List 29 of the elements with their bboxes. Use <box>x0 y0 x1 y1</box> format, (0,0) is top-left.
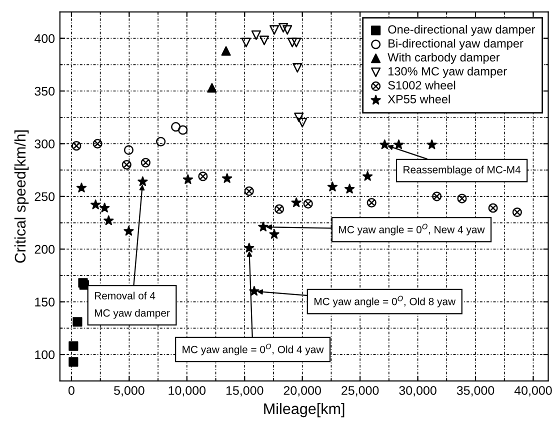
legend-label: With carbody damper <box>388 52 500 64</box>
legend-label: One-directional yaw damper <box>388 24 536 36</box>
annotation: MC yaw angle = 0$^{O}$, Old 8 yaw <box>314 296 456 308</box>
x-tick-label: 5,000 <box>114 386 144 396</box>
x-tick-label: 20,000 <box>284 386 321 396</box>
y-tick-label: 200 <box>34 244 55 254</box>
legend-label: Bi-directional yaw damper <box>388 38 524 50</box>
x-tick-label: 35,000 <box>456 386 494 396</box>
y-tick-label: 300 <box>34 140 55 148</box>
legend-label: 130% MC yaw damper <box>388 66 507 78</box>
legend-label: S1002 wheel <box>388 80 456 90</box>
y-tick-label: 100 <box>35 350 55 360</box>
x-tick-label: 30,000 <box>399 386 436 396</box>
y-axis-title: Critical speed[km/h] <box>14 130 29 263</box>
y-tick-label: 150 <box>35 298 55 306</box>
annotation: MC yaw angle = 0$^{O}$, Old 4 yaw <box>182 344 324 356</box>
x-tick-label: 25,000 <box>342 386 379 396</box>
y-tick-label: 400 <box>34 34 55 43</box>
x-tick-label: 40,000 <box>514 386 552 396</box>
annotation: Reassemblage of MC-M4 <box>404 166 521 176</box>
annotation: Removal of 4 MC yaw damper <box>94 292 170 319</box>
y-tick-label: 250 <box>34 192 55 202</box>
x-axis-title: Mileage[km] <box>264 402 344 418</box>
x-tick-label: 0 <box>68 386 74 395</box>
annotation: MC yaw angle = 0$^{O}$, New 4 yaw <box>339 224 485 236</box>
legend-label: XP55 wheel <box>388 94 450 104</box>
x-tick-label: 15,000 <box>226 386 264 396</box>
y-tick-label: 350 <box>34 86 55 96</box>
x-tick-label: 10,000 <box>168 386 206 396</box>
